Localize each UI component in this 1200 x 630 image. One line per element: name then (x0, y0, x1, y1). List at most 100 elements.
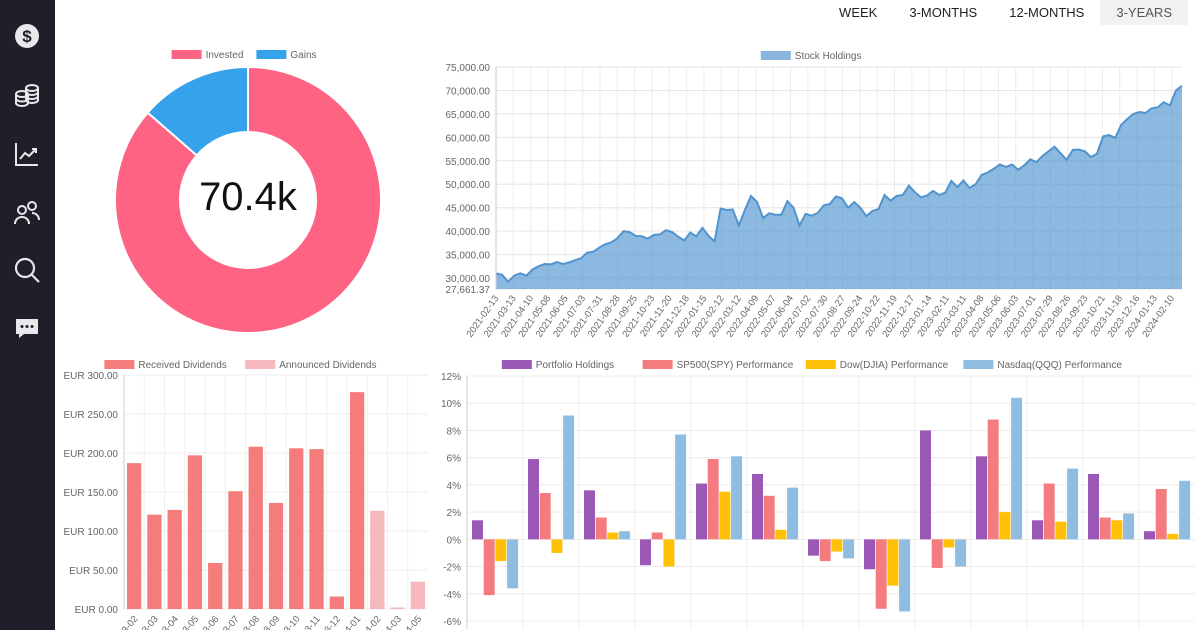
y-tick-label: 6% (447, 454, 462, 465)
performance-bar (707, 459, 719, 540)
performance-bar (864, 539, 875, 570)
performance-bar (920, 430, 931, 540)
performance-bar (507, 539, 519, 589)
donut-slice-gains[interactable] (146, 65, 249, 157)
performance-bar (976, 456, 987, 540)
performance-bar (551, 539, 563, 553)
performance-bar (1111, 520, 1123, 540)
dividends-legend-label: Received Dividends (138, 360, 226, 371)
time-range-tabs: WEEK 3-MONTHS 12-MONTHS 3-YEARS (823, 0, 1188, 25)
y-tick-label: 55,000.00 (446, 157, 491, 168)
coins-icon[interactable] (13, 81, 41, 109)
dividend-bar (187, 455, 203, 609)
performance-legend-label: Portfolio Holdings (536, 360, 614, 371)
donut-legend-swatch (171, 50, 202, 59)
y-tick-label: 60,000.00 (446, 133, 491, 144)
dollar-icon[interactable]: $ (13, 22, 41, 50)
performance-legend-label: Dow(DJIA) Performance (840, 360, 949, 371)
y-tick-label: 0% (447, 535, 462, 546)
dividend-bar (248, 446, 263, 609)
holdings-legend-label: Stock Holdings (795, 51, 862, 62)
dividend-bar (390, 607, 405, 609)
performance-bar (1144, 531, 1155, 540)
performance-bar (831, 539, 843, 552)
dividend-bar (349, 392, 365, 609)
performance-bar (563, 415, 575, 540)
performance-bar (843, 539, 855, 559)
y-tick-label: 10% (441, 399, 461, 410)
tab-12-months[interactable]: 12-MONTHS (1009, 5, 1085, 20)
performance-bar (663, 539, 675, 567)
donut-slice-invested[interactable] (114, 65, 382, 334)
x-tick-label: 2023-02 (110, 614, 141, 630)
performance-bar (999, 512, 1011, 540)
performance-bar (1123, 513, 1135, 540)
dividend-bar (410, 581, 425, 609)
performance-legend-swatch (805, 360, 836, 369)
donut-center-total: 70.4k (199, 175, 297, 219)
dividend-bar (309, 449, 324, 609)
performance-bar (495, 539, 507, 562)
performance-bar (483, 539, 495, 596)
dividend-bar (289, 448, 304, 609)
dividend-bar (228, 491, 243, 609)
dividends-legend-swatch (245, 360, 276, 369)
performance-bar (595, 517, 607, 540)
holdings-line (495, 84, 1183, 284)
donut-legend-swatch (256, 50, 287, 59)
svg-text:$: $ (22, 27, 32, 46)
y-tick-label: 75,000.00 (446, 63, 491, 74)
y-tick-label: 65,000.00 (446, 110, 491, 121)
holdings-legend-swatch (760, 51, 791, 60)
donut-legend-label: Invested (206, 50, 244, 61)
y-tick-label: 12% (441, 372, 461, 383)
performance-legend-label: SP500(SPY) Performance (677, 360, 794, 371)
performance-bar (651, 532, 663, 540)
performance-bar (1099, 517, 1111, 540)
performance-bar (619, 531, 631, 540)
performance-bar (675, 434, 687, 540)
tab-3-months[interactable]: 3-MONTHS (909, 5, 978, 20)
performance-bar (539, 493, 551, 540)
performance-legend-label: Nasdaq(QQQ) Performance (997, 360, 1122, 371)
performance-bar (1155, 488, 1167, 540)
y-tick-label: 70,000.00 (446, 86, 491, 97)
y-tick-label: EUR 250.00 (64, 410, 119, 421)
users-icon[interactable] (13, 199, 41, 227)
holdings-area (496, 85, 1182, 290)
performance-bar (887, 539, 899, 586)
y-tick-label: 27,661.37 (446, 285, 491, 296)
y-tick-label: 50,000.00 (446, 180, 491, 191)
performance-bar (1067, 468, 1079, 540)
donut-legend-label: Gains (290, 50, 316, 61)
performance-bar (899, 539, 911, 612)
performance-bar (584, 490, 595, 540)
performance-bar (808, 539, 819, 556)
dividend-bar (147, 514, 162, 609)
sidebar: $ (0, 0, 55, 630)
y-tick-label: EUR 300.00 (64, 371, 119, 382)
performance-legend-swatch (501, 360, 532, 369)
performance-bar (987, 419, 999, 540)
dividend-bar (329, 596, 344, 609)
performance-bar (1011, 397, 1023, 540)
trending-chart-icon[interactable] (13, 140, 41, 168)
performance-bar (719, 491, 731, 540)
y-tick-label: 2% (447, 508, 462, 519)
performance-bar (875, 539, 887, 609)
performance-bar (1179, 480, 1191, 540)
dividend-bar (370, 510, 385, 609)
search-icon[interactable] (13, 256, 41, 284)
y-tick-label: -4% (443, 590, 461, 601)
tab-3-years[interactable]: 3-YEARS (1100, 0, 1188, 25)
performance-legend-swatch (963, 360, 994, 369)
performance-bar (472, 520, 483, 540)
chat-icon[interactable] (13, 314, 41, 342)
performance-bar (1043, 483, 1055, 540)
performance-bar (819, 539, 831, 562)
dividend-bar (127, 463, 142, 609)
performance-bar (752, 474, 763, 540)
tab-week[interactable]: WEEK (839, 5, 878, 20)
y-tick-label: -2% (443, 563, 461, 574)
